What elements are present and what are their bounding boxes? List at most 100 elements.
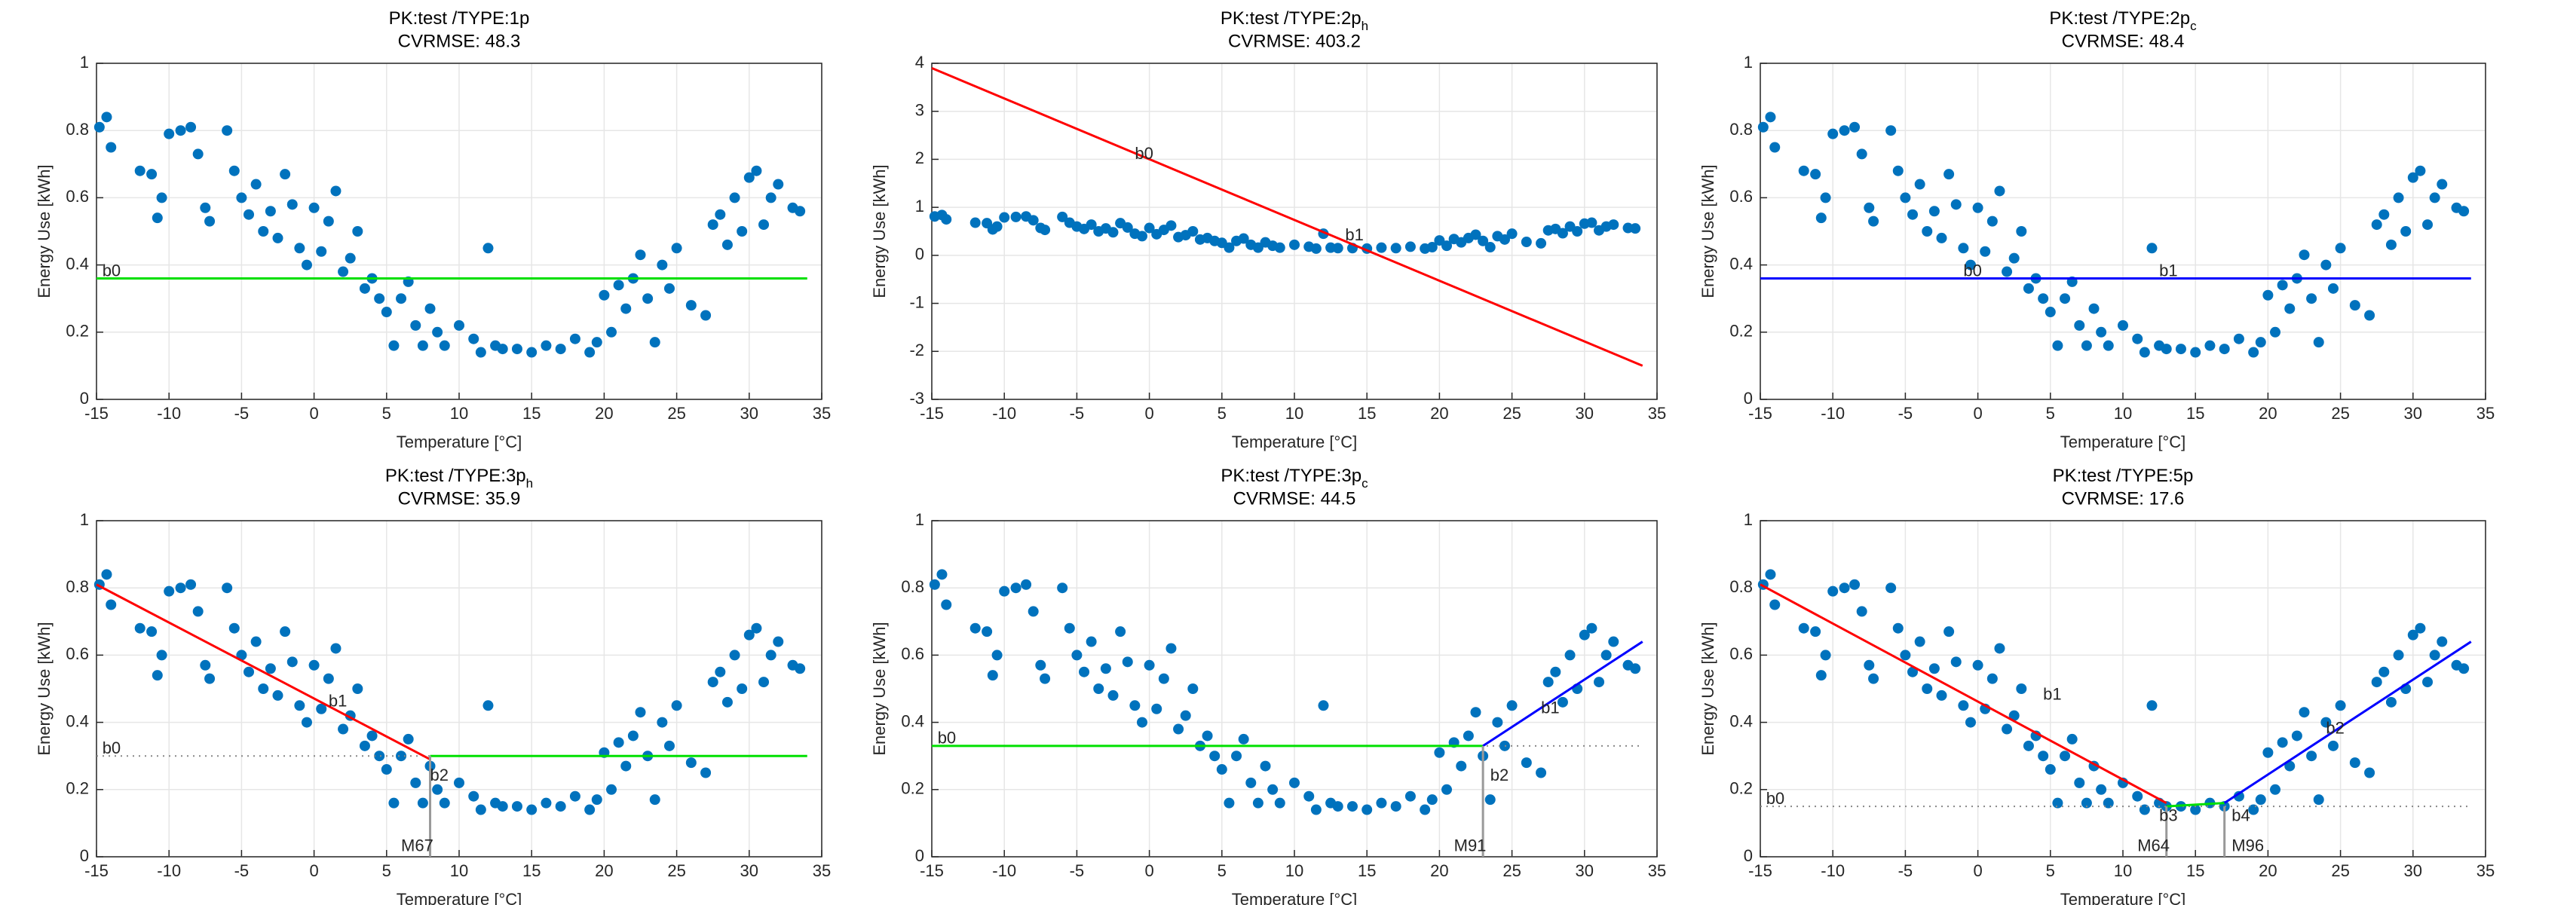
x-tick-label: 30 (1576, 861, 1594, 880)
data-point (1187, 683, 1199, 694)
data-point (308, 202, 320, 213)
data-point (1579, 629, 1590, 641)
data-point (1892, 165, 1904, 176)
data-point (250, 179, 262, 190)
data-point (1136, 231, 1147, 242)
annotation: b3 (2159, 806, 2177, 824)
data-point (584, 347, 596, 358)
data-point (1274, 797, 1285, 809)
x-tick-label: 15 (2186, 861, 2204, 880)
data-point (1107, 689, 1119, 701)
data-point (999, 585, 1010, 597)
x-tick-label: 15 (1358, 404, 1376, 423)
data-point (729, 650, 740, 661)
chart-title: PK:test /TYPE:5p (2053, 466, 2194, 486)
data-point (1936, 232, 1947, 243)
data-point (265, 663, 276, 674)
data-point (192, 148, 204, 160)
y-tick-label: 1 (915, 510, 924, 529)
data-point (2132, 333, 2143, 344)
data-point (286, 656, 298, 668)
data-point (2306, 751, 2317, 762)
data-point (2016, 683, 2027, 694)
data-point (330, 185, 342, 197)
y-tick-label: 3 (915, 101, 924, 120)
data-point (106, 142, 117, 153)
data-point (1914, 636, 1925, 647)
data-point (200, 202, 211, 213)
chart-subtitle: CVRMSE: 35.9 (398, 488, 521, 509)
data-point (388, 797, 400, 809)
data-point (2088, 303, 2100, 314)
x-tick-label: -10 (992, 861, 1016, 880)
y-tick-label: -2 (909, 341, 924, 359)
y-tick-label: 0.4 (66, 254, 89, 273)
data-point (1608, 636, 1619, 647)
x-tick-label: -15 (920, 861, 944, 880)
data-point (541, 797, 552, 809)
data-point (999, 212, 1010, 223)
data-point (175, 582, 186, 594)
data-point (1950, 656, 1962, 668)
data-point (715, 209, 726, 220)
data-point (663, 740, 675, 751)
data-point (454, 777, 464, 788)
data-point (439, 340, 450, 351)
data-point (2429, 192, 2440, 203)
data-point (2291, 730, 2302, 741)
y-tick-label: 0.8 (1729, 577, 1753, 596)
plot-layer (93, 569, 807, 857)
x-tick-label: -5 (234, 861, 250, 880)
annotation: b0 (103, 261, 121, 280)
data-point (152, 212, 163, 224)
data-point (164, 128, 175, 139)
x-tick-label: 20 (2259, 861, 2277, 880)
data-point (606, 784, 617, 795)
data-point (1238, 233, 1249, 244)
data-point (1900, 650, 1911, 661)
data-point (2038, 751, 2049, 762)
data-point (526, 347, 538, 358)
data-point (497, 801, 508, 812)
axes-box (1760, 63, 2486, 400)
fit-line (1760, 583, 2167, 804)
data-point (715, 666, 726, 677)
data-point (403, 733, 414, 744)
data-point (1765, 569, 1776, 580)
title-subscript: c (1362, 476, 1368, 491)
data-point (569, 333, 580, 344)
title-text: PK:test /TYPE:3p (1221, 466, 1362, 486)
data-point (244, 666, 255, 677)
x-tick-label: 0 (1144, 404, 1153, 423)
y-tick-label: 0.6 (1729, 187, 1753, 206)
data-point (526, 804, 538, 815)
data-point (1892, 622, 1904, 634)
y-tick-label: 1 (915, 197, 924, 216)
chart-subtitle: CVRMSE: 48.3 (398, 31, 521, 51)
x-tick-label: 10 (2114, 404, 2132, 423)
y-tick-label: 0.8 (1729, 120, 1753, 139)
data-point (2190, 804, 2201, 815)
data-point (941, 214, 952, 225)
x-tick-label: 35 (1648, 861, 1666, 880)
data-point (1864, 659, 1875, 671)
data-point (1820, 192, 1831, 203)
data-point (1079, 666, 1090, 677)
data-point (359, 740, 370, 751)
data-point (1426, 242, 1438, 253)
data-point (1231, 751, 1242, 762)
data-point (2277, 280, 2288, 291)
data-point (2146, 243, 2158, 254)
data-point (1376, 797, 1387, 809)
data-point (1035, 659, 1046, 671)
data-point (1849, 579, 1861, 590)
data-point (1506, 228, 1518, 240)
data-point (1943, 626, 1955, 637)
x-tick-label: -15 (84, 861, 109, 880)
x-tick-label: 20 (1430, 861, 1448, 880)
data-point (1630, 663, 1641, 674)
data-point (795, 206, 806, 217)
data-point (765, 192, 776, 203)
data-point (388, 340, 400, 351)
data-point (685, 757, 697, 769)
